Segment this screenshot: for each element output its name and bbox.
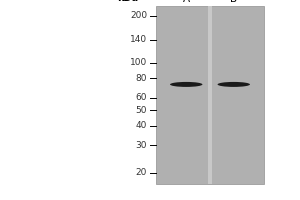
Text: 100: 100: [130, 58, 147, 67]
Text: A: A: [183, 0, 190, 4]
Text: 80: 80: [136, 74, 147, 83]
Text: 20: 20: [136, 168, 147, 177]
Text: 140: 140: [130, 35, 147, 44]
Bar: [208, 6, 212, 184]
Text: B: B: [230, 0, 237, 4]
Bar: [156, 6, 264, 184]
Text: 30: 30: [136, 141, 147, 150]
Text: kDa: kDa: [117, 0, 138, 3]
Text: 50: 50: [136, 106, 147, 115]
Ellipse shape: [218, 82, 250, 87]
Text: 200: 200: [130, 11, 147, 20]
Ellipse shape: [170, 82, 203, 87]
Text: 40: 40: [136, 121, 147, 130]
Text: 60: 60: [136, 93, 147, 102]
